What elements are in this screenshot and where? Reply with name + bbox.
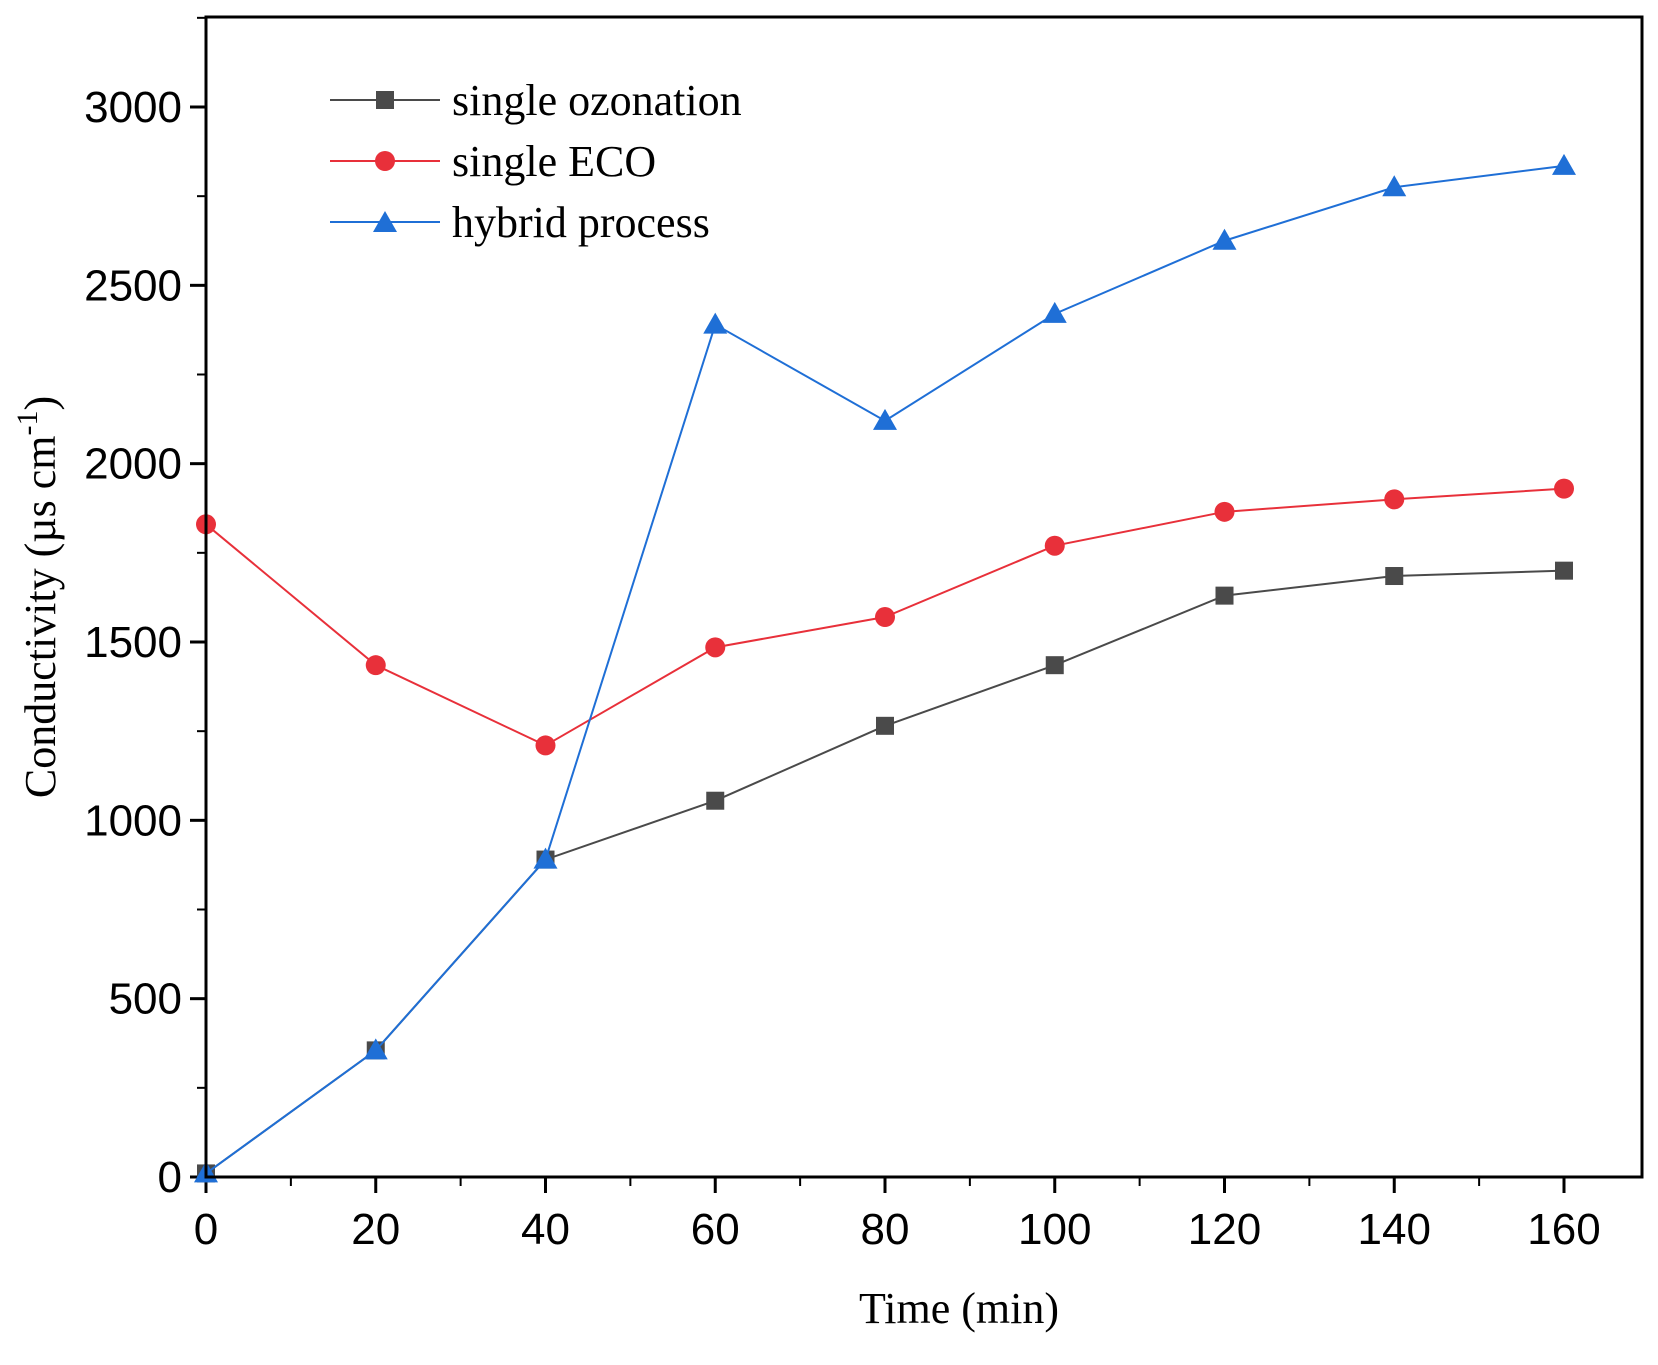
data-point-hybrid-process (363, 1038, 388, 1060)
data-point-hybrid-process (1552, 153, 1576, 175)
y-tick-label: 500 (109, 975, 182, 1024)
data-point-single-ozonation (1215, 586, 1234, 605)
data-point-single-ozonation (706, 791, 725, 810)
data-point-single-eco (1214, 501, 1235, 522)
y-tick-label: 1000 (84, 796, 182, 845)
legend-marker-hybrid-process (373, 211, 397, 232)
x-tick-label: 60 (691, 1205, 740, 1254)
data-point-single-eco (875, 607, 895, 628)
y-tick-label: 2000 (84, 440, 182, 489)
x-tick-label: 80 (861, 1205, 910, 1254)
data-point-hybrid-process (873, 408, 897, 430)
data-point-single-ozonation (1555, 561, 1573, 580)
x-tick-label: 0 (194, 1205, 218, 1254)
legend-marker-single-eco (375, 151, 395, 171)
data-point-single-eco (1384, 489, 1405, 510)
x-tick-label: 140 (1358, 1205, 1431, 1254)
x-tick-label: 160 (1527, 1205, 1600, 1254)
y-tick-label: 1500 (84, 618, 182, 667)
data-point-hybrid-process (1212, 228, 1237, 250)
axes-layer: 0 20 40 60 80 100 120 140 160 0 500 1000 1500 2000 250… (84, 16, 1601, 1254)
series-layer (194, 153, 1576, 1183)
y-tick-label: 2500 (84, 261, 182, 310)
y-tick-label: 3000 (84, 83, 182, 132)
legend-entry-hybrid-process: hybrid process (330, 198, 710, 247)
y-axis-title-close: ) (16, 396, 65, 411)
x-tick-label: 100 (1018, 1205, 1091, 1254)
x-tick-label: 40 (521, 1205, 570, 1254)
data-point-hybrid-process (703, 312, 728, 334)
data-point-single-eco (705, 637, 726, 658)
data-point-single-eco (535, 735, 556, 756)
legend-label-single-eco: single ECO (452, 137, 656, 186)
data-point-single-eco (1044, 535, 1065, 556)
legend-marker-single-ozonation (376, 91, 394, 109)
data-point-hybrid-process (1042, 301, 1067, 323)
data-point-hybrid-process (1382, 175, 1407, 197)
legend-label-single-ozonation: single ozonation (452, 76, 742, 125)
data-point-single-ozonation (1385, 567, 1404, 586)
y-tick-label: 0 (158, 1153, 182, 1202)
data-point-single-eco (365, 655, 386, 676)
legend-entry-single-ozonation: single ozonation (330, 76, 742, 125)
data-point-single-ozonation (876, 716, 894, 735)
legend-entry-single-eco: single ECO (330, 137, 656, 186)
data-point-hybrid-process (533, 847, 558, 869)
series-single-eco (196, 478, 1574, 756)
legend-label-hybrid-process: hybrid process (452, 198, 710, 247)
x-axis-title: Time (min) (859, 1284, 1059, 1333)
x-tick-label: 120 (1188, 1205, 1261, 1254)
x-tick-label: 20 (351, 1205, 400, 1254)
y-axis-title: Conductivity (µs cm-1) (11, 396, 65, 798)
y-axis-title-superscript: -1 (11, 411, 44, 436)
data-point-single-eco (1554, 478, 1574, 499)
y-axis-title-main: Conductivity (µs cm (16, 436, 65, 799)
plot-area-frame (204, 15, 1644, 1179)
legend: single ozonation single ECO hybrid proce… (330, 76, 742, 247)
data-point-single-ozonation (1045, 656, 1064, 675)
